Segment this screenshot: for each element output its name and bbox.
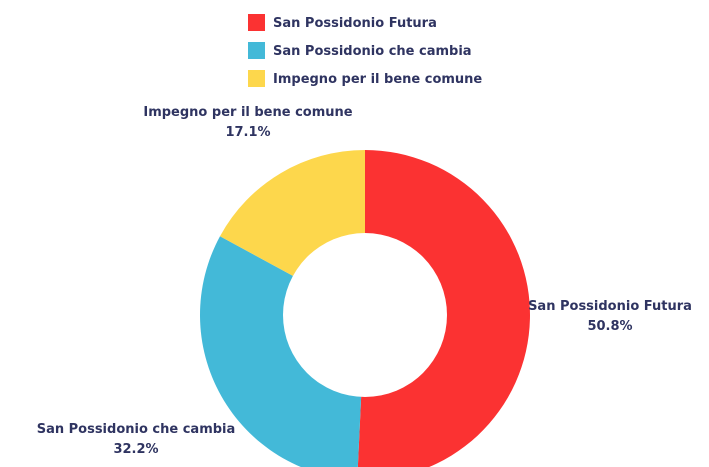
slice-value-san-possidonio-che-cambia: 32.2% xyxy=(113,442,158,457)
legend-label-san-possidonio-futura: San Possidonio Futura xyxy=(273,16,437,31)
legend-label-san-possidonio-che-cambia: San Possidonio che cambia xyxy=(273,44,472,59)
slice-labels: San Possidonio Futura 50.8% San Possidonio… xyxy=(37,105,692,457)
slice-value-impegno-per-il-bene-comune: 17.1% xyxy=(225,125,270,140)
slice-label-san-possidonio-futura: San Possidonio Futura xyxy=(528,299,692,314)
slice-label-impegno-per-il-bene-comune: Impegno per il bene comune xyxy=(143,105,352,120)
legend-swatch-impegno-per-il-bene-comune xyxy=(248,70,265,87)
chart-legend: San Possidonio Futura San Possidonio che … xyxy=(248,14,482,87)
legend-swatch-san-possidonio-futura xyxy=(248,14,265,31)
slice-label-san-possidonio-che-cambia: San Possidonio che cambia xyxy=(37,422,236,437)
legend-swatch-san-possidonio-che-cambia xyxy=(248,42,265,59)
donut-hole xyxy=(283,233,447,397)
slice-value-san-possidonio-futura: 50.8% xyxy=(587,319,632,334)
legend-label-impegno-per-il-bene-comune: Impegno per il bene comune xyxy=(273,72,482,87)
